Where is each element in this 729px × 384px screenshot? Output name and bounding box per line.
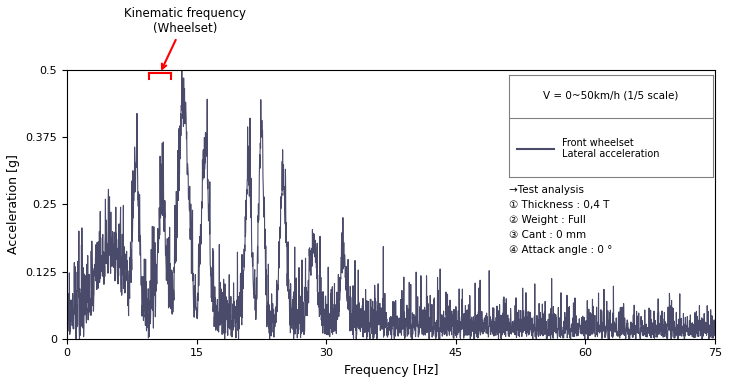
Text: Kinematic frequency
(Wheelset): Kinematic frequency (Wheelset) [124, 7, 246, 69]
Text: →Test analysis
① Thickness : 0,4 T
② Weight : Full
③ Cant : 0 mm
④ Attack angle : →Test analysis ① Thickness : 0,4 T ② Wei… [509, 185, 612, 255]
X-axis label: Frequency [Hz]: Frequency [Hz] [344, 364, 438, 377]
Y-axis label: Acceleration [g]: Acceleration [g] [7, 154, 20, 254]
